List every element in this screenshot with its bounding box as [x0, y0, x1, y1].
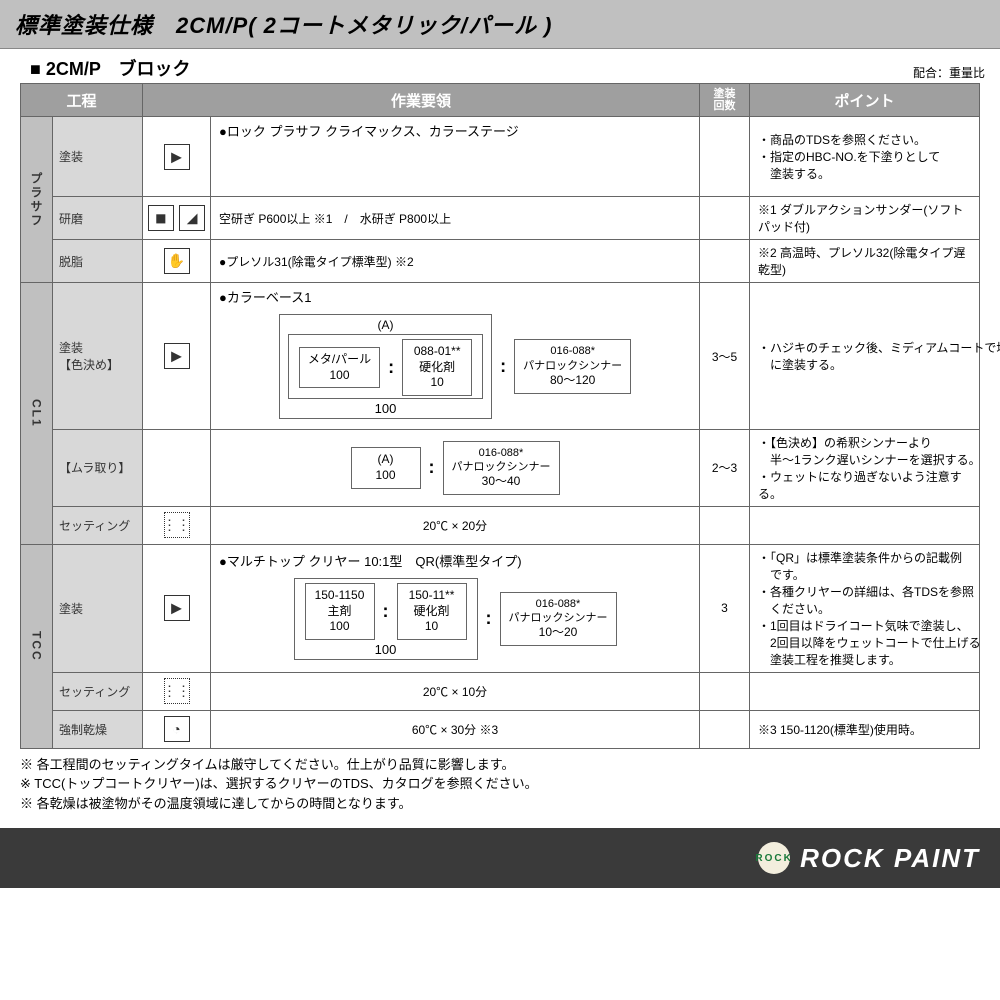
subtitle-right: 配合：重量比 — [913, 64, 985, 81]
step-label: 脱脂 — [53, 240, 143, 283]
icon-cell — [143, 672, 211, 710]
icon-cell — [143, 544, 211, 672]
instruction-cell: 20℃ × 10分 — [211, 672, 700, 710]
setting-icon — [164, 678, 190, 704]
step-label: 【ムラ取り】 — [53, 429, 143, 506]
icon-cell — [143, 429, 211, 506]
col-process: 工程 — [21, 84, 143, 117]
count-cell — [700, 240, 750, 283]
page-title: 標準塗装仕様 2CM/P( 2コートメタリック/パール ) — [0, 0, 1000, 49]
point-cell: ※1 ダブルアクションサンダー(ソフトパッド付) — [750, 197, 980, 240]
col-instruction: 作業要領 — [143, 84, 700, 117]
mix-item: 016-088* パナロックシンナー 30～40 — [443, 441, 560, 495]
mix-diagram: (A) 100 : 016-088* パナロックシンナー 30～40 — [219, 435, 691, 501]
table-row: 【ムラ取り】 (A) 100 : 016-088* パナロックシンナー 30～4… — [21, 429, 980, 506]
sander-icon — [148, 205, 174, 231]
stage-cl1: CL1 — [21, 283, 53, 545]
mix-item: 150-11** 硬化剤 10 — [397, 583, 467, 640]
table-row: プラサフ 塗装 ●ロック プラサフ クライマックス、カラーステージ ・商品のTD… — [21, 117, 980, 197]
footer-bar: ROCK ROCK PAINT — [0, 828, 1000, 888]
count-cell — [700, 672, 750, 710]
mix-item: メタ/パール 100 — [299, 347, 380, 388]
note-line: ※ 各工程間のセッティングタイムは厳守してください。仕上がり品質に影響します。 — [20, 755, 980, 775]
header-row: 工程 作業要領 塗装 回数 ポイント — [21, 84, 980, 117]
count-cell: 3 — [700, 544, 750, 672]
mix-diagram: (A) メタ/パール 100 : 088-01** 硬化剤 10 — [219, 308, 691, 425]
table-row: 研磨 空研ぎ P600以上 ※1 / 水研ぎ P800以上 ※1 ダブルアクショ… — [21, 197, 980, 240]
point-cell — [750, 506, 980, 544]
count-cell — [700, 506, 750, 544]
point-cell: ・「QR」は標準塗装条件からの記載例 です。 ・各種クリヤーの詳細は、各TDSを… — [750, 544, 980, 672]
icon-cell — [143, 117, 211, 197]
mix-item: 016-088* パナロックシンナー 80～120 — [514, 339, 631, 393]
step-label: 強制乾燥 — [53, 710, 143, 748]
instruction-cell: 60℃ × 30分 ※3 — [211, 710, 700, 748]
instruction-cell: (A) 100 : 016-088* パナロックシンナー 30～40 — [211, 429, 700, 506]
mix-item: 150-1150 主剤 100 — [305, 583, 375, 640]
mix-item: 088-01** 硬化剤 10 — [402, 339, 472, 396]
wipe-icon — [164, 248, 190, 274]
subtitle-left: ■ 2CM/P ブロック — [30, 55, 191, 81]
count-cell — [700, 117, 750, 197]
mix-item: 016-088* パナロックシンナー 10～20 — [500, 592, 617, 646]
spray-icon — [164, 343, 190, 369]
note-line: ※ TCC(トップコートクリヤー)は、選択するクリヤーのTDS、カタログを参照く… — [20, 774, 980, 794]
mix-item: (A) 100 — [351, 447, 421, 488]
subtitle-row: ■ 2CM/P ブロック 配合：重量比 — [0, 49, 1000, 83]
step-label: 塗装 【色決め】 — [53, 283, 143, 430]
spray-icon — [164, 595, 190, 621]
icon-cell — [143, 506, 211, 544]
instruction-cell: ●プレソル31(除電タイプ標準型) ※2 — [211, 240, 700, 283]
footnotes: ※ 各工程間のセッティングタイムは厳守してください。仕上がり品質に影響します。 … — [20, 755, 980, 814]
spray-icon — [164, 144, 190, 170]
point-cell: ※3 150-1120(標準型)使用時。 — [750, 710, 980, 748]
step-label: セッティング — [53, 506, 143, 544]
table-row: 強制乾燥 60℃ × 30分 ※3 ※3 150-1120(標準型)使用時。 — [21, 710, 980, 748]
count-cell — [700, 710, 750, 748]
instruction-cell: 20℃ × 20分 — [211, 506, 700, 544]
step-label: 研磨 — [53, 197, 143, 240]
count-cell — [700, 197, 750, 240]
count-cell: 2～3 — [700, 429, 750, 506]
mix-diagram: 150-1150 主剤 100 : 150-11** 硬化剤 10 100 : … — [219, 572, 691, 666]
brand-logo-icon: ROCK — [758, 842, 790, 874]
brand-name: ROCK PAINT — [800, 843, 980, 874]
count-cell: 3～5 — [700, 283, 750, 430]
point-cell: ・ハジキのチェック後、ミディアムコートで均一 に塗装する。 — [750, 283, 980, 430]
table-row: セッティング 20℃ × 20分 — [21, 506, 980, 544]
note-line: ※ 各乾燥は被塗物がその温度領域に達してからの時間となります。 — [20, 794, 980, 814]
icon-cell — [143, 710, 211, 748]
col-point: ポイント — [750, 84, 980, 117]
table-row: CL1 塗装 【色決め】 ●カラーベース1 (A) メタ/パール 100 : — [21, 283, 980, 430]
icon-cell — [143, 240, 211, 283]
point-cell: ※2 高温時、プレソル32(除電タイプ遅乾型) — [750, 240, 980, 283]
step-label: セッティング — [53, 672, 143, 710]
instruction-cell: ●ロック プラサフ クライマックス、カラーステージ — [211, 117, 700, 197]
stage-prasaf: プラサフ — [21, 117, 53, 283]
icon-cell — [143, 197, 211, 240]
spec-table: 工程 作業要領 塗装 回数 ポイント プラサフ 塗装 ●ロック プラサフ クライ… — [20, 83, 980, 749]
point-cell — [750, 672, 980, 710]
instruction-cell: ●マルチトップ クリヤー 10:1型 QR(標準型タイプ) 150-1150 主… — [211, 544, 700, 672]
table-row: TCC 塗装 ●マルチトップ クリヤー 10:1型 QR(標準型タイプ) 150… — [21, 544, 980, 672]
col-count: 塗装 回数 — [700, 84, 750, 117]
wet-sand-icon — [179, 205, 205, 231]
stage-tcc: TCC — [21, 544, 53, 748]
table-row: 脱脂 ●プレソル31(除電タイプ標準型) ※2 ※2 高温時、プレソル32(除電… — [21, 240, 980, 283]
step-label: 塗装 — [53, 544, 143, 672]
table-row: セッティング 20℃ × 10分 — [21, 672, 980, 710]
instruction-cell: ●カラーベース1 (A) メタ/パール 100 : 088-01** 硬化剤 — [211, 283, 700, 430]
setting-icon — [164, 512, 190, 538]
point-cell: ・【色決め】の希釈シンナーより 半～1ランク遅いシンナーを選択する。 ・ウェット… — [750, 429, 980, 506]
icon-cell — [143, 283, 211, 430]
ir-dry-icon — [164, 716, 190, 742]
instruction-cell: 空研ぎ P600以上 ※1 / 水研ぎ P800以上 — [211, 197, 700, 240]
point-cell: ・商品のTDSを参照ください。 ・指定のHBC-NO.を下塗りとして 塗装する。 — [750, 117, 980, 197]
step-label: 塗装 — [53, 117, 143, 197]
